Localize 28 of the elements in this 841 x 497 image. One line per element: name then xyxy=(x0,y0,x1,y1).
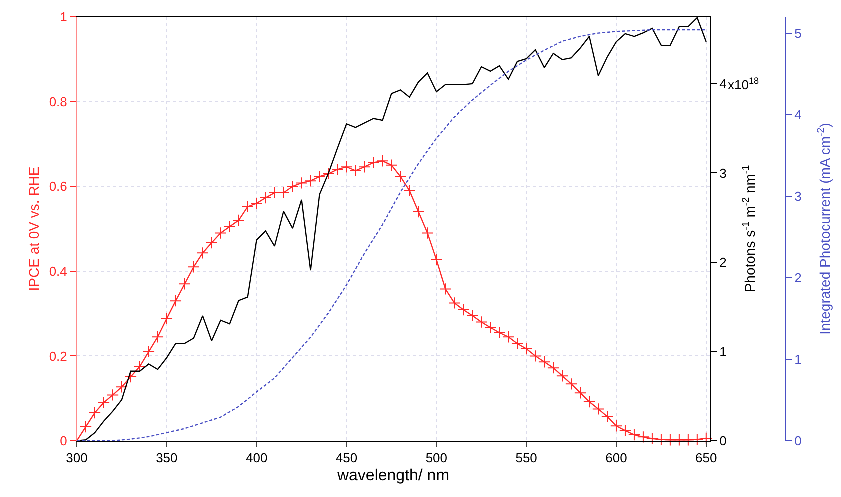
x-tick-label: 600 xyxy=(606,450,628,466)
x-tick-label: 500 xyxy=(426,450,448,466)
y-tick-label: 1 xyxy=(60,10,68,25)
x-tick-label: 350 xyxy=(156,450,178,466)
x-tick-label: 300 xyxy=(66,450,88,466)
y-tick-label: 0.6 xyxy=(49,179,68,194)
y3-tick-label: 3 xyxy=(794,188,802,204)
y-tick-label: 0.2 xyxy=(49,348,68,364)
text: x10$^{18}$ xyxy=(728,76,760,92)
y2-tick-label: 3 xyxy=(720,166,727,181)
y3-tick-label: 2 xyxy=(794,270,802,286)
y3-tick-label: 0 xyxy=(794,434,802,449)
x-tick-label: 450 xyxy=(336,450,358,466)
y-tick-label: 0.8 xyxy=(49,94,68,110)
y2-tick-label: 4 xyxy=(720,76,727,92)
y-tick-label: 0 xyxy=(60,434,68,449)
x-tick-label: 550 xyxy=(516,450,538,466)
y3-tick-label: 4 xyxy=(794,107,802,122)
y-tick-label: 0.4 xyxy=(49,264,68,279)
x-tick-label: 650 xyxy=(696,450,718,466)
y3-tick-label: 1 xyxy=(794,352,802,368)
y-axis-title: IPCE at 0V vs. RHE xyxy=(26,166,42,292)
y2-tick-label: 0 xyxy=(720,434,727,449)
y3-tick-label: 5 xyxy=(794,26,802,41)
x-axis-title: wavelength/ nm xyxy=(336,467,450,484)
y2-tick-label: 1 xyxy=(720,344,727,360)
y2-tick-label: 2 xyxy=(720,255,727,270)
x-tick-label: 400 xyxy=(246,450,268,466)
